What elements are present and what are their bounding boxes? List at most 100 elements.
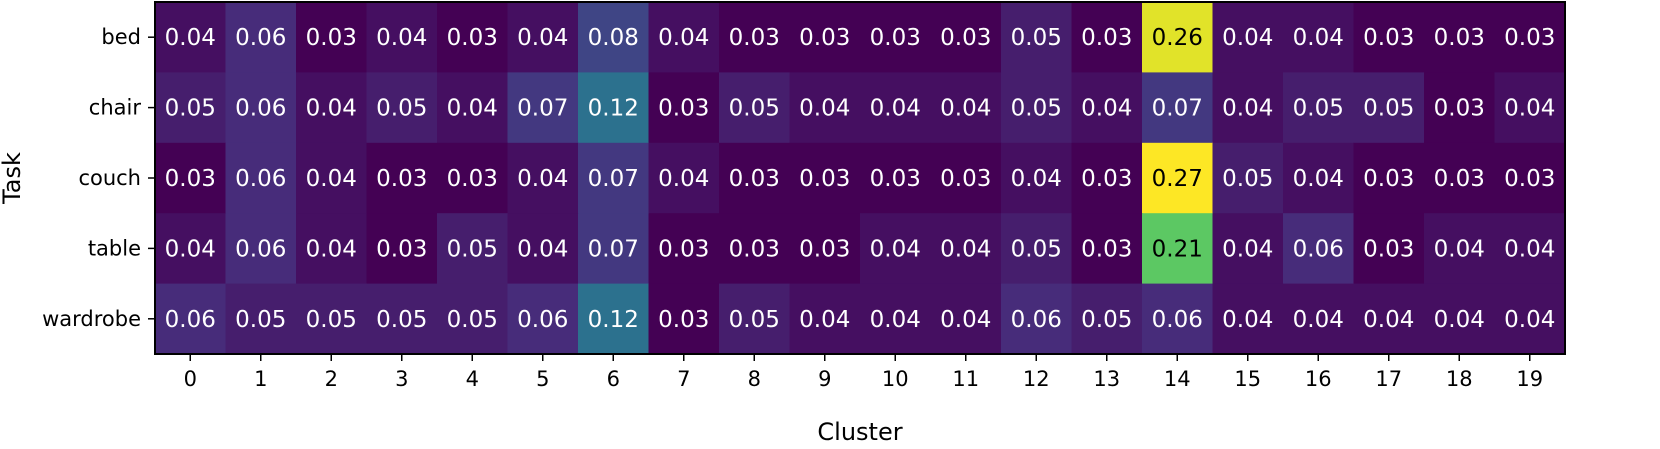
heatmap-cell [1494, 2, 1566, 73]
cell-value-label: 0.03 [1434, 25, 1485, 51]
cell-value-label: 0.07 [588, 166, 639, 192]
cell-value-label: 0.04 [447, 96, 498, 122]
cell-value-label: 0.04 [517, 25, 568, 51]
heatmap-cell [1494, 142, 1566, 214]
heatmap-cell [1353, 213, 1425, 285]
cell-value-label: 0.03 [729, 236, 780, 262]
cell-value-label: 0.03 [940, 25, 991, 51]
cell-value-label: 0.04 [517, 166, 568, 192]
heatmap-cell [1212, 213, 1284, 285]
heatmap-cell [1142, 142, 1213, 214]
cell-value-label: 0.07 [517, 96, 568, 122]
heatmap-cell [930, 72, 1002, 144]
heatmap-cell [860, 142, 931, 214]
cell-value-label: 0.03 [658, 307, 709, 333]
cell-value-label: 0.04 [1222, 25, 1273, 51]
cell-value-label: 0.05 [376, 96, 427, 122]
cell-value-label: 0.06 [1293, 236, 1344, 262]
cell-value-label: 0.06 [517, 307, 568, 333]
y-axis-ticks: bed chair couch table wardrobe [42, 25, 155, 331]
heatmap-cell [507, 72, 579, 144]
cell-value-label: 0.04 [658, 166, 709, 192]
heatmap-cell [1283, 283, 1354, 355]
heatmap-cell [366, 72, 438, 144]
cell-value-label: 0.04 [376, 25, 427, 51]
heatmap-cell [789, 283, 861, 355]
cell-value-label: 0.07 [588, 236, 639, 262]
cell-value-label: 0.05 [306, 307, 357, 333]
x-tick-label: 5 [536, 367, 549, 391]
x-tick-label: 1 [254, 367, 267, 391]
cell-value-label: 0.05 [1222, 166, 1273, 192]
heatmap-cell [789, 72, 861, 144]
heatmap-cell [366, 142, 438, 214]
heatmap-cell [578, 2, 649, 73]
x-tick-label: 6 [607, 367, 620, 391]
heatmap-cell [1071, 72, 1143, 144]
heatmap-cell [648, 2, 720, 73]
heatmap-cell [507, 213, 579, 285]
heatmap-cell [1071, 213, 1143, 285]
cell-value-label: 0.04 [306, 96, 357, 122]
heatmap-cell [648, 142, 720, 214]
cell-value-label: 0.21 [1152, 236, 1203, 262]
y-tick-label: table [88, 236, 141, 260]
heatmap-cell [860, 2, 931, 73]
heatmap-cell [366, 213, 438, 285]
cell-value-label: 0.06 [235, 236, 286, 262]
cell-value-label: 0.03 [1434, 166, 1485, 192]
heatmap-cell [225, 72, 297, 144]
y-tick-label: bed [101, 25, 141, 49]
heatmap-cells [155, 2, 1566, 355]
cell-value-label: 0.05 [1011, 25, 1062, 51]
cell-value-label: 0.05 [729, 307, 780, 333]
heatmap-cell [225, 213, 297, 285]
heatmap-cell [1353, 142, 1425, 214]
heatmap-cell [1001, 142, 1072, 214]
cell-value-label: 0.03 [799, 236, 850, 262]
heatmap-cell [1142, 283, 1213, 355]
x-axis-title: Cluster [817, 418, 902, 446]
cell-value-label: 0.04 [1011, 166, 1062, 192]
cell-value-label: 0.03 [1081, 236, 1132, 262]
heatmap-cell [1353, 283, 1425, 355]
heatmap-cell [1142, 2, 1213, 73]
heatmap-cell [860, 213, 931, 285]
heatmap-cell [719, 283, 790, 355]
cell-value-label: 0.03 [1504, 166, 1555, 192]
x-tick-label: 16 [1305, 367, 1332, 391]
cell-value-label: 0.03 [447, 25, 498, 51]
cell-value-label: 0.04 [870, 236, 921, 262]
heatmap-cell [860, 283, 931, 355]
cell-value-label: 0.05 [1081, 307, 1132, 333]
heatmap-cell [1283, 2, 1354, 73]
cell-value-label: 0.04 [165, 236, 216, 262]
cell-value-label: 0.03 [799, 25, 850, 51]
cell-value-label: 0.05 [1363, 96, 1414, 122]
heatmap-cell [1353, 72, 1425, 144]
heatmap-cell [155, 283, 226, 355]
cell-value-label: 0.26 [1152, 25, 1203, 51]
y-tick-label: chair [89, 96, 142, 120]
cell-value-label: 0.03 [1363, 236, 1414, 262]
cell-value-label: 0.04 [1504, 96, 1555, 122]
heatmap-cell [366, 283, 438, 355]
cell-value-label: 0.03 [870, 166, 921, 192]
x-tick-label: 13 [1093, 367, 1120, 391]
heatmap-cell [507, 2, 579, 73]
heatmap-cell [578, 283, 649, 355]
heatmap-cell [1424, 213, 1495, 285]
heatmap-cell [225, 142, 297, 214]
cell-value-label: 0.04 [1293, 307, 1344, 333]
x-tick-label: 3 [395, 367, 408, 391]
cell-value-label: 0.03 [1434, 96, 1485, 122]
cell-value-label: 0.04 [165, 25, 216, 51]
heatmap-cell [1494, 213, 1566, 285]
x-tick-label: 14 [1164, 367, 1191, 391]
heatmap-cell [155, 213, 226, 285]
heatmap-cell [437, 72, 508, 144]
x-tick-label: 10 [882, 367, 909, 391]
cell-value-label: 0.04 [1222, 307, 1273, 333]
heatmap-cell [1424, 142, 1495, 214]
